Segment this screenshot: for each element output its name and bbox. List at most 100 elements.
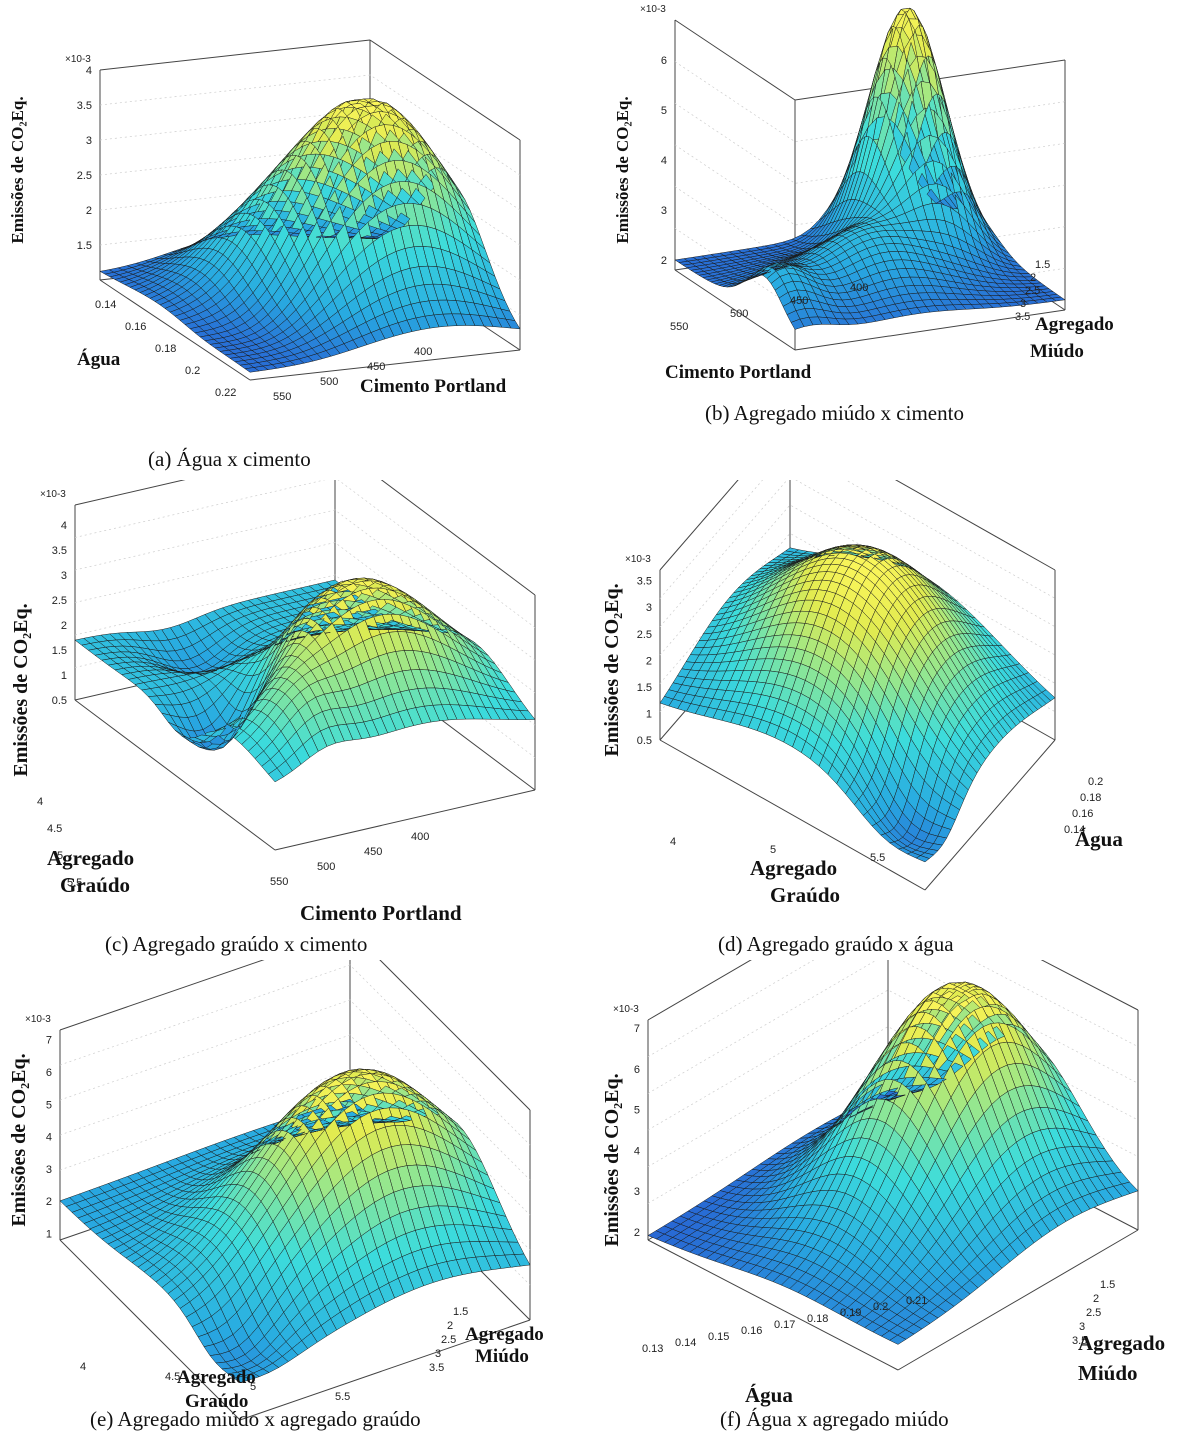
y-tick-label: 2.5 — [1025, 285, 1040, 297]
surface-mesh — [674, 7, 1066, 330]
z-tick-label: 4 — [634, 1145, 640, 1157]
z-tick-label: 1.5 — [77, 240, 92, 252]
x-tick-label: 5 — [250, 1381, 256, 1393]
x-tick-label: 450 — [790, 295, 808, 307]
surface-mesh — [99, 98, 521, 373]
z-tick-label: 0.5 — [637, 735, 652, 747]
x-axis-label: Água — [77, 348, 121, 370]
z-tick-label: 3.5 — [637, 576, 652, 588]
x-tick-label: 0.14 — [95, 299, 116, 311]
panel-e: 1 2 3 4 5 6 7 ×10-3 Emissões de CO₂Eq. 4 4.5 5 5.5 1.… — [5, 960, 585, 1435]
y-axis-label: Agregado — [1035, 314, 1114, 335]
y-tick-label: 400 — [414, 346, 432, 358]
z-axis-label: Emissões de CO₂Eq. — [8, 1053, 30, 1226]
y-tick-label: 2 — [447, 1320, 453, 1332]
z-axis-label: Emissões de CO₂Eq. — [8, 96, 27, 243]
z-tick-label: 3 — [634, 1186, 640, 1198]
panel-a: 1.5 2 2.5 3 3.5 4 ×10-3 Emissões de CO₂Eq. 0.14 0… — [5, 0, 585, 475]
z-tick-label: 2 — [86, 205, 92, 217]
y-tick-label: 1.5 — [453, 1306, 468, 1318]
x-tick-label: 550 — [670, 321, 688, 333]
z-tick-label: 3.5 — [77, 100, 92, 112]
z-tick-label: 6 — [634, 1064, 640, 1076]
caption-d: (d) Agregado graúdo x água — [718, 932, 954, 956]
x-tick-label: 0.21 — [906, 1295, 927, 1307]
x-tick-label: 0.22 — [215, 387, 236, 399]
y-tick-label: 400 — [411, 831, 429, 843]
x-tick-label: 5.5 — [870, 852, 885, 864]
y-tick-label: 500 — [317, 861, 335, 873]
y-tick-label: 2 — [1030, 272, 1036, 284]
z-tick-label: 3 — [86, 135, 92, 147]
z-tick-label: 7 — [46, 1035, 52, 1047]
z-axis-label: Emissões de CO₂Eq. — [601, 583, 623, 756]
y-axis-label: Agregado — [1078, 1331, 1165, 1355]
x-tick-label: 0.2 — [873, 1301, 888, 1313]
x-tick-label: 400 — [850, 282, 868, 294]
panel-c: 0.5 1 1.5 2 2.5 3 3.5 4 ×10-3 Emissões de CO₂Eq. 4… — [5, 480, 585, 955]
surface-mesh — [74, 577, 536, 783]
x-axis-label: Graúdo — [60, 873, 130, 897]
y-tick-label: 2 — [1093, 1293, 1099, 1305]
x-tick-label: 0.15 — [708, 1331, 729, 1343]
z-tick-label: 0.5 — [52, 695, 67, 707]
y-tick-label: 0.18 — [1080, 792, 1101, 804]
y-tick-label: 3.5 — [1072, 1335, 1087, 1347]
y-tick-label: 1.5 — [1035, 259, 1050, 271]
z-exponent: ×10-3 — [65, 54, 91, 65]
z-tick-label: 1.5 — [637, 682, 652, 694]
z-tick-label: 2 — [61, 620, 67, 632]
caption-a: (a) Água x cimento — [148, 447, 311, 471]
y-tick-label: 500 — [320, 376, 338, 388]
z-tick-label: 1.5 — [52, 645, 67, 657]
x-tick-label: 4.5 — [47, 823, 62, 835]
x-axis-label: Graúdo — [185, 1391, 248, 1412]
y-axis-label: Cimento Portland — [300, 901, 462, 925]
x-tick-label: 4 — [80, 1361, 86, 1373]
z-tick-label: 4 — [661, 155, 667, 167]
z-tick-label: 3 — [661, 205, 667, 217]
y-axis-label: Água — [1075, 827, 1123, 851]
surface-plot-d: 0.5 1 1.5 2 2.5 3 3.5 ×10-3 Emissões de CO₂Eq. 4 5… — [601, 480, 1123, 907]
y-tick-label: 2.5 — [1086, 1307, 1101, 1319]
y-tick-label: 3 — [1020, 298, 1026, 310]
z-tick-label: 2 — [46, 1196, 52, 1208]
z-tick-label: 2 — [634, 1227, 640, 1239]
y-tick-label: 550 — [273, 391, 291, 403]
z-exponent: ×10-3 — [25, 1014, 51, 1025]
y-tick-label: 3 — [1079, 1321, 1085, 1333]
z-tick-label: 7 — [634, 1023, 640, 1035]
z-tick-label: 3 — [61, 570, 67, 582]
x-tick-label: 0.2 — [185, 365, 200, 377]
z-tick-label: 4 — [61, 520, 67, 532]
y-tick-label: 2.5 — [441, 1334, 456, 1346]
z-tick-label: 2.5 — [77, 170, 92, 182]
z-tick-label: 6 — [661, 55, 667, 67]
y-tick-label: 450 — [364, 846, 382, 858]
z-tick-label: 4 — [46, 1132, 52, 1144]
x-tick-label: 4.5 — [165, 1371, 180, 1383]
z-tick-label: 1 — [61, 670, 67, 682]
caption-b: (b) Agregado miúdo x cimento — [705, 401, 964, 425]
y-tick-label: 0.16 — [1072, 808, 1093, 820]
z-tick-label: 3 — [646, 602, 652, 614]
z-exponent: ×10-3 — [625, 554, 651, 565]
x-tick-label: 5.5 — [67, 877, 82, 889]
x-tick-label: 0.14 — [675, 1337, 696, 1349]
x-tick-label: 0.13 — [642, 1343, 663, 1355]
x-tick-label: 5 — [770, 844, 776, 856]
x-tick-label: 5.5 — [335, 1391, 350, 1403]
x-axis-label: Agregado — [177, 1367, 256, 1388]
y-axis-label: Miúdo — [1030, 341, 1084, 362]
z-exponent: ×10-3 — [40, 489, 66, 500]
surface-mesh — [59, 1068, 531, 1383]
z-tick-label: 5 — [634, 1105, 640, 1117]
x-tick-label: 0.18 — [807, 1313, 828, 1325]
z-tick-label: 5 — [46, 1099, 52, 1111]
y-tick-label: 0.14 — [1064, 824, 1085, 836]
y-tick-label: 3 — [435, 1348, 441, 1360]
z-tick-label: 5 — [661, 105, 667, 117]
z-tick-label: 2 — [646, 655, 652, 667]
x-axis-label: Agregado — [47, 846, 134, 870]
surface-plot-f: 2 3 4 5 6 7 ×10-3 Emissões de CO₂Eq. 0.13 0.14 0.1… — [601, 960, 1165, 1407]
